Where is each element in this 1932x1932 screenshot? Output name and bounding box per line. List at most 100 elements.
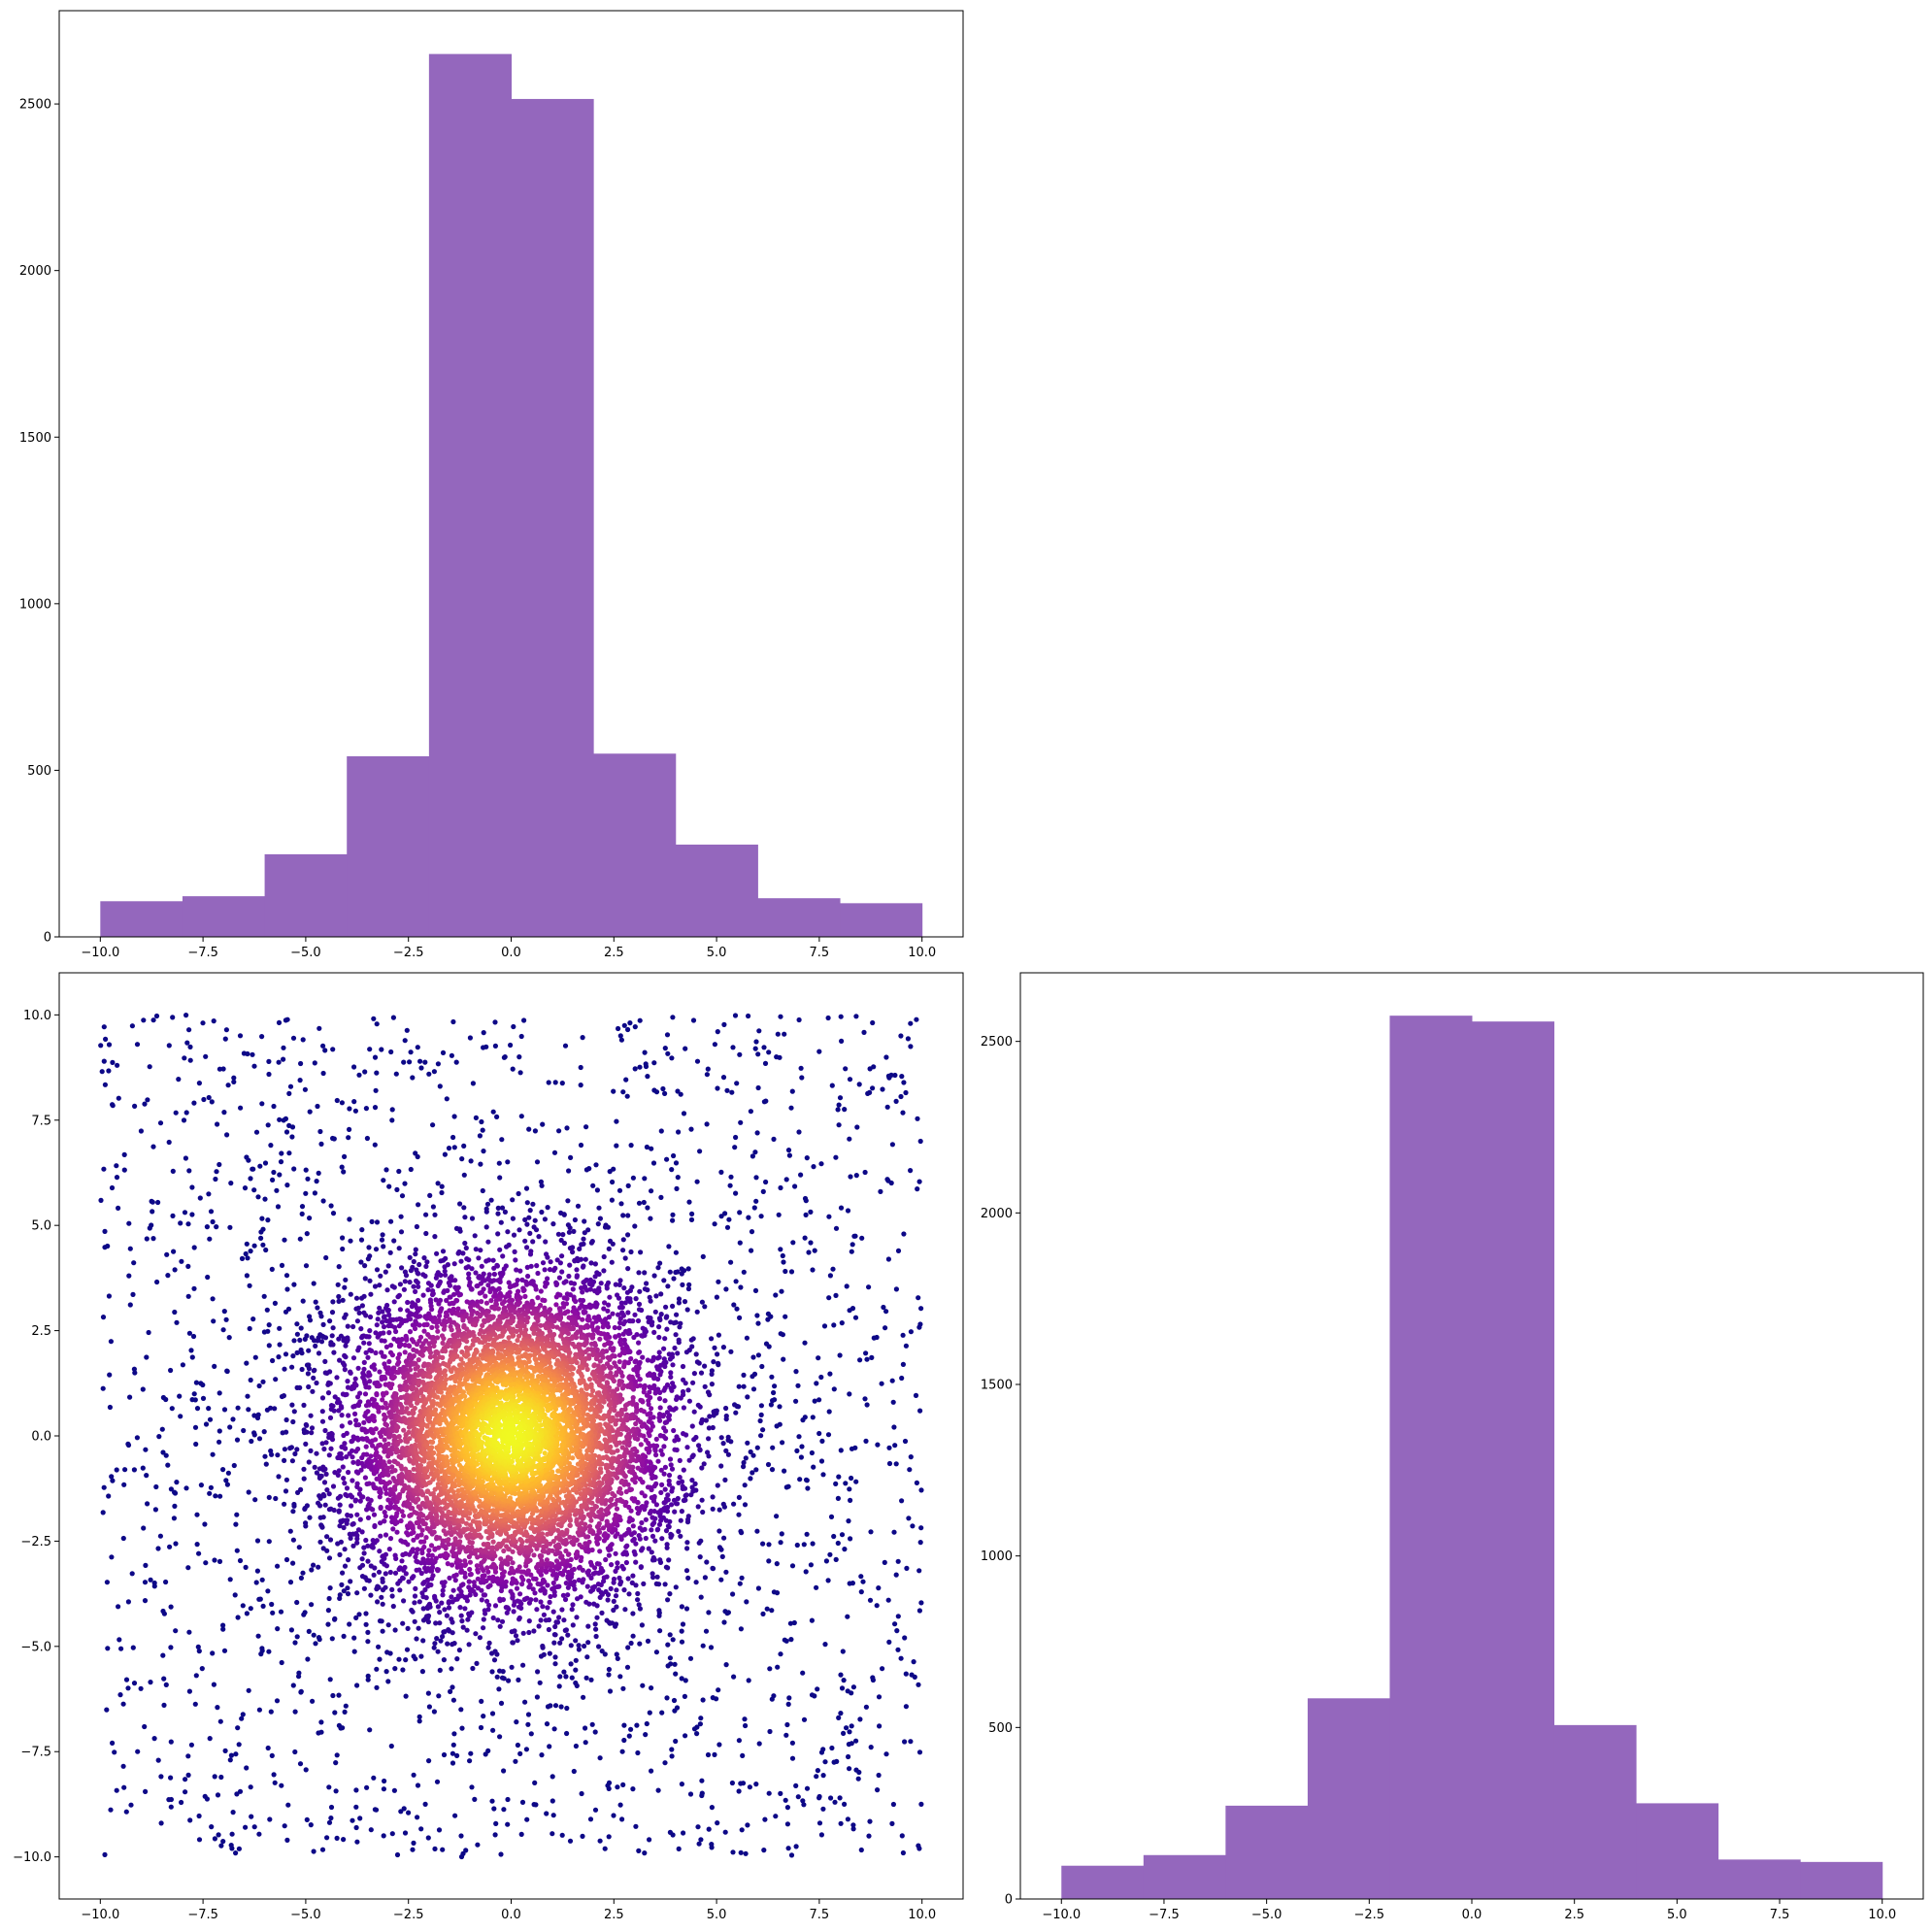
scatter-point: [334, 1835, 340, 1841]
scatter-point: [466, 1257, 472, 1263]
scatter-point: [734, 1081, 740, 1086]
scatter-point: [371, 1775, 377, 1781]
scatter-point: [437, 1309, 443, 1315]
scatter-point: [662, 1486, 668, 1492]
scatter-point: [862, 1396, 868, 1402]
scatter-point: [404, 1027, 410, 1033]
scatter-point: [278, 1609, 284, 1615]
scatter-point: [808, 1562, 815, 1568]
scatter-point: [842, 1107, 848, 1113]
scatter-point: [564, 1558, 571, 1564]
scatter-point: [625, 1310, 631, 1316]
scatter-point: [290, 1682, 296, 1688]
scatter-point: [737, 1051, 743, 1057]
scatter-point: [303, 1767, 309, 1773]
scatter-point: [415, 1153, 420, 1160]
scatter-point: [449, 1052, 454, 1058]
scatter-point: [237, 1557, 244, 1564]
scatter-point: [564, 1730, 570, 1737]
scatter-point: [200, 1020, 206, 1026]
scatter-point: [380, 1405, 385, 1411]
scatter-point: [838, 1711, 844, 1716]
scatter-point: [771, 1693, 777, 1699]
scatter-point: [490, 1561, 496, 1567]
scatter-point: [309, 1425, 316, 1431]
scatter-point: [332, 1710, 338, 1715]
scatter-point: [765, 1311, 772, 1316]
scatter-point: [406, 1810, 412, 1815]
scatter-point: [398, 1517, 404, 1524]
scatter-point: [398, 1342, 404, 1348]
scatter-point: [886, 1460, 893, 1467]
scatter-point: [200, 1382, 206, 1388]
scatter-point: [353, 1824, 359, 1831]
scatter-point: [681, 1497, 687, 1504]
scatter-point: [613, 1593, 619, 1599]
scatter-point: [622, 1549, 628, 1555]
scatter-point: [666, 1244, 672, 1249]
scatter-point: [540, 1643, 546, 1649]
scatter-point: [326, 1784, 332, 1790]
scatter-point: [775, 1664, 781, 1670]
scatter-point: [649, 1685, 654, 1691]
scatter-point: [627, 1469, 633, 1475]
scatter-point: [415, 1364, 420, 1370]
scatter-point: [614, 1604, 619, 1610]
scatter-point: [519, 1799, 526, 1805]
scatter-point: [419, 1590, 425, 1596]
scatter-point: [101, 1484, 107, 1490]
scatter-point: [336, 1298, 342, 1304]
scatter-point: [182, 1055, 187, 1061]
scatter-point: [342, 1315, 348, 1320]
scatter-point: [743, 1455, 749, 1461]
scatter-point: [374, 1666, 380, 1672]
scatter-point: [440, 1634, 446, 1640]
scatter-point: [455, 1306, 461, 1312]
scatter-point: [857, 1716, 863, 1722]
scatter-point: [740, 1752, 746, 1758]
scatter-point: [440, 1249, 447, 1254]
scatter-point: [357, 1516, 363, 1522]
scatter-point: [336, 1468, 342, 1474]
scatter-point: [469, 1610, 475, 1616]
scatter-point: [755, 1084, 761, 1091]
scatter-point: [495, 1231, 501, 1237]
scatter-point: [306, 1383, 312, 1390]
scatter-point: [490, 1257, 496, 1263]
scatter-point: [453, 1059, 459, 1065]
scatter-point: [291, 1409, 297, 1415]
scatter-point: [889, 1378, 895, 1383]
scatter-point: [769, 1608, 775, 1614]
scatter-point: [253, 1580, 259, 1585]
scatter-point: [407, 1520, 414, 1526]
scatter-point: [695, 1402, 701, 1408]
scatter-point: [636, 1848, 642, 1853]
scatter-point: [323, 1471, 329, 1477]
scatter-point: [547, 1548, 552, 1553]
scatter-point: [250, 1166, 256, 1172]
scatter-point: [383, 1390, 389, 1396]
scatter-point: [166, 1139, 172, 1146]
scatter-point: [771, 1389, 777, 1396]
scatter-point: [379, 1618, 384, 1624]
scatter-point: [625, 1576, 631, 1582]
scatter-point: [470, 1081, 476, 1086]
scatter-point: [274, 1187, 280, 1193]
scatter-point: [607, 1169, 613, 1175]
scatter-point: [723, 1662, 729, 1668]
scatter-point: [161, 1702, 167, 1708]
scatter-point: [338, 1539, 344, 1545]
scatter-point: [463, 1848, 469, 1853]
scatter-point: [649, 1768, 654, 1774]
scatter-point: [358, 1259, 364, 1265]
scatter-point: [244, 1241, 250, 1247]
histogram-top-left-x-tick-label: −2.5: [393, 946, 424, 960]
scatter-point: [689, 1484, 695, 1490]
scatter-point: [669, 1747, 675, 1752]
scatter-point: [385, 1472, 391, 1478]
scatter-point: [619, 1816, 625, 1822]
scatter-point: [565, 1574, 571, 1580]
scatter-point: [184, 1040, 190, 1046]
scatter-point: [664, 1542, 670, 1548]
scatter-point: [234, 1512, 240, 1517]
